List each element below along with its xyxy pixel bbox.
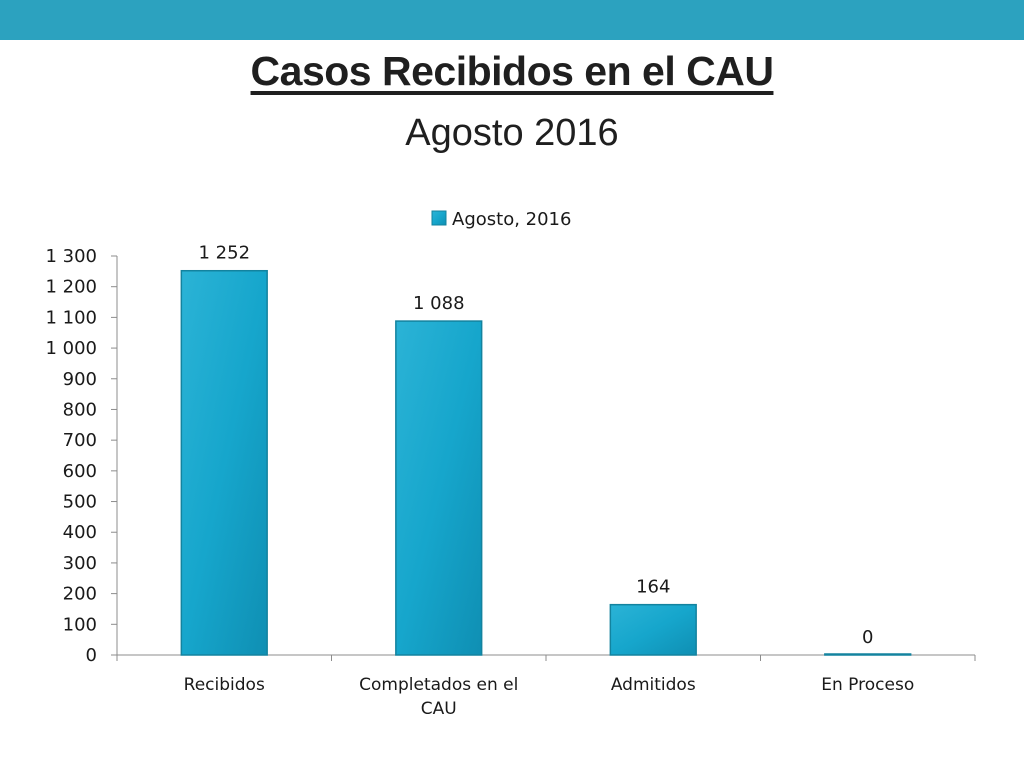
chart-legend: Agosto, 2016 [431,209,571,230]
y-tick-label: 200 [63,584,97,605]
y-tick-label: 100 [63,614,97,635]
category-label: Recibidos [184,675,265,695]
bar-recibidos [180,269,268,656]
top-accent-bar [0,0,1024,40]
y-tick-label: 1 000 [45,338,97,359]
category-label: Admitidos [611,675,696,695]
y-tick-label: 1 200 [45,277,97,298]
data-label: 164 [636,577,670,598]
slide-title: Casos Recibidos en el CAU [250,48,774,94]
y-tick-label: 1 100 [45,307,97,328]
data-label: 1 252 [198,243,250,264]
category-label: En Proceso [821,675,914,695]
legend-label: Agosto, 2016 [452,209,571,230]
y-tick-label: 0 [86,645,97,666]
bar-admitidos [609,603,697,656]
y-tick-label: 600 [63,461,97,482]
category-label: Completados en el [359,675,518,695]
category-label: CAU [421,699,457,719]
chart-data-labels: 1 252 1 088 164 0 [198,243,873,648]
slide-subtitle: Agosto 2016 [405,112,619,154]
chart-bars [180,269,912,656]
y-tick-label: 500 [63,492,97,513]
data-label: 0 [862,627,873,648]
y-tick-label: 1 300 [45,246,97,267]
bar-en-proceso [824,653,912,656]
y-tick-label: 400 [63,522,97,543]
bar-completados-en-el-cau [395,320,483,656]
legend-swatch [431,210,447,226]
y-tick-label: 300 [63,553,97,574]
y-tick-label: 900 [63,369,97,390]
data-label: 1 088 [413,293,465,314]
y-tick-label: 700 [63,430,97,451]
chart-category-labels: Recibidos Completados en el CAU Admitidos En… [184,675,915,719]
y-tick-label: 800 [63,399,97,420]
